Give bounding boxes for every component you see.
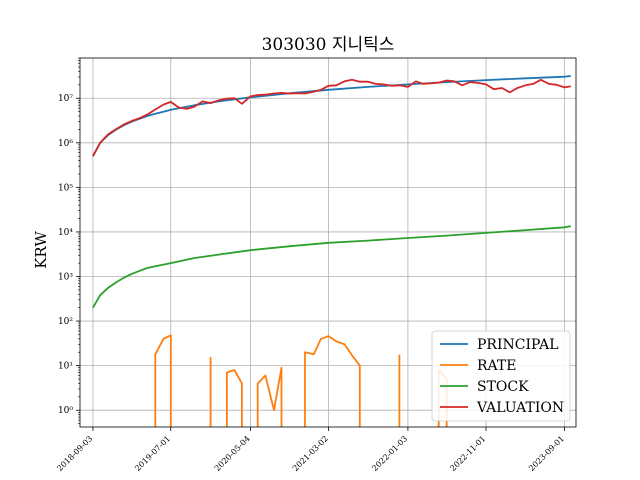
legend-label-rate: RATE [477,358,516,374]
plot-frame [79,57,577,428]
series-layer [92,75,571,427]
y-tick-label: 10⁷ [58,94,73,104]
series-line-rate [154,334,172,427]
legend-label-principal: PRINCIPAL [477,337,559,353]
y-tick-label: 10⁴ [58,228,73,238]
y-tick-label: 10² [58,317,73,327]
y-axis: 10⁰ 10¹ 10² 10³ 10⁴ 10⁵ 10⁶ 10⁷ [58,57,80,424]
y-tick-label: 10⁶ [58,139,73,149]
chart-title: 303030 지니틱스 [262,35,395,55]
legend-label-valuation: VALUATION [476,400,564,416]
series-line-rate [226,369,243,427]
series-line-rate [256,366,283,427]
y-tick-label: 10⁵ [58,183,73,193]
grid [80,58,576,427]
series-line-rate [304,335,361,427]
y-tick-label: 10¹ [58,362,73,372]
series-line-stock [92,225,571,309]
y-axis-label: KRW [32,231,50,269]
legend: PRINCIPAL RATE STOCK VALUATION [431,330,571,422]
legend-box [431,330,571,422]
legend-label-stock: STOCK [477,379,529,395]
y-tick-label: 10⁰ [58,406,73,416]
y-tick-label: 10³ [58,273,73,283]
series-line-valuation [92,78,571,157]
